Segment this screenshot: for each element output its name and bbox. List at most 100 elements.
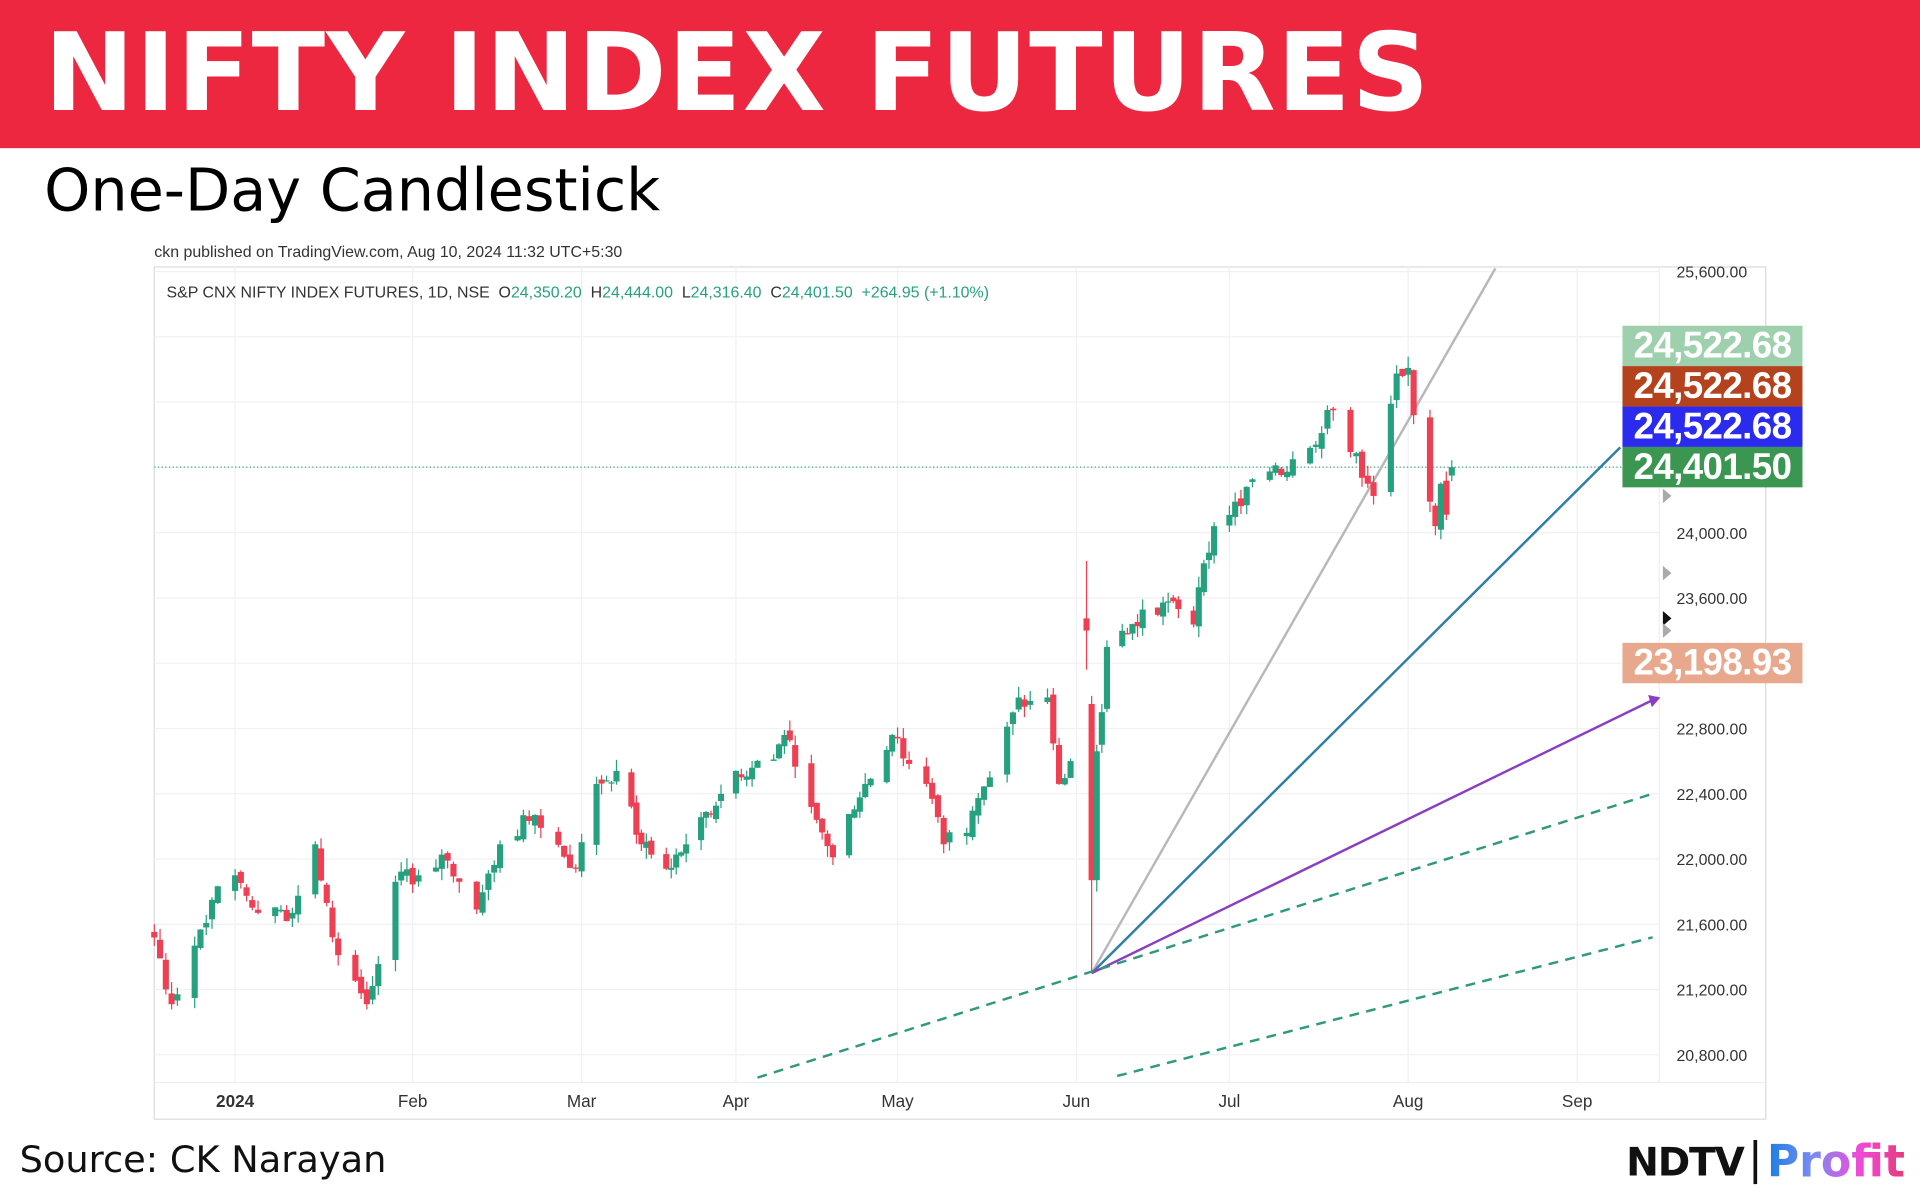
candle [237, 870, 244, 889]
candle-body [392, 881, 399, 961]
candle [894, 727, 901, 744]
candle [1272, 462, 1279, 476]
candle-body [883, 749, 890, 783]
candle [491, 860, 498, 883]
candle-body [1055, 744, 1063, 784]
candle-body [312, 844, 319, 895]
candle-body [1134, 622, 1141, 627]
candle-body [537, 815, 544, 828]
candle [1098, 703, 1105, 753]
candle [531, 814, 539, 834]
candle [403, 858, 410, 883]
candle-body [1353, 453, 1360, 457]
candle [703, 810, 710, 828]
candle [272, 907, 279, 924]
candle [496, 840, 504, 873]
candle-body [633, 802, 640, 835]
candle-body [1448, 467, 1455, 476]
candle-body [946, 832, 953, 843]
candle-body [703, 811, 710, 818]
candle-body [1160, 602, 1167, 617]
candle-body [375, 964, 382, 987]
candle [1226, 505, 1233, 532]
candle [678, 851, 685, 858]
candle [232, 869, 239, 901]
candle [770, 754, 777, 761]
candle-body [1358, 451, 1366, 478]
candle [1160, 596, 1167, 626]
x-tick-label: Mar [567, 1091, 597, 1111]
candle [1353, 451, 1360, 464]
candle [1061, 773, 1068, 786]
candle-body [329, 907, 336, 938]
candle [792, 735, 799, 779]
candle-body [237, 871, 244, 883]
candle [514, 829, 521, 842]
candle-body [450, 863, 457, 877]
candle [450, 861, 457, 883]
candle-body [1050, 694, 1057, 744]
candle [628, 768, 635, 809]
candle [851, 805, 858, 819]
candle-body [969, 810, 976, 838]
y-tick-label: 21,200.00 [1676, 983, 1747, 1000]
axis-marker-icon [1662, 565, 1672, 581]
candle-body [906, 759, 913, 764]
candle [1358, 449, 1366, 487]
low-value: 24,316.40 [690, 282, 762, 302]
candle-body [208, 899, 216, 920]
candle-body [1083, 618, 1090, 631]
candle-body [1364, 475, 1371, 484]
candle-body [283, 909, 290, 922]
candle [1195, 576, 1202, 638]
candle [975, 792, 982, 824]
candle-body [889, 734, 896, 752]
candle-body [473, 881, 480, 910]
candle-body [323, 884, 330, 903]
candle-body [1226, 514, 1233, 526]
close-label: C [770, 282, 782, 302]
candle-body [1009, 712, 1016, 725]
candle [775, 743, 783, 760]
candle [283, 905, 290, 922]
candle-body [214, 886, 221, 904]
candle-body [456, 878, 463, 882]
candle-body [775, 744, 783, 759]
candle-body [1410, 370, 1417, 416]
logo-ndtv: NDTV [1626, 1138, 1745, 1186]
candle-body [174, 994, 181, 1001]
trendlines [757, 267, 1661, 1079]
candle [1289, 451, 1296, 478]
candle [197, 929, 204, 950]
candle [203, 914, 210, 936]
candle [398, 862, 405, 886]
candle-body [1278, 468, 1285, 475]
candle-body [1103, 646, 1111, 709]
y-tick-label: 24,000.00 [1676, 526, 1747, 543]
candle [317, 838, 325, 882]
candle-body [1284, 471, 1291, 478]
candle [1437, 482, 1444, 540]
candle [648, 836, 655, 859]
candle [883, 746, 890, 784]
candle [352, 950, 359, 983]
candle-body [403, 869, 410, 876]
y-tick-label: 21,600.00 [1676, 917, 1747, 934]
dashed-lower-line [1116, 936, 1653, 1078]
candle-body [598, 779, 605, 784]
candle-body [203, 922, 210, 928]
candle [375, 956, 382, 996]
candle-body [1175, 599, 1182, 610]
candle-body [975, 798, 982, 816]
candle-body [1004, 726, 1011, 775]
candle-body [438, 854, 445, 869]
candle [479, 884, 486, 916]
candle [1278, 466, 1285, 477]
candle-body [496, 844, 504, 869]
change-value: +264.95 (+1.10%) [861, 282, 989, 302]
candle-body [1307, 447, 1314, 464]
candle-body [894, 736, 901, 739]
candle-body [738, 774, 745, 778]
candle-body [415, 875, 422, 882]
